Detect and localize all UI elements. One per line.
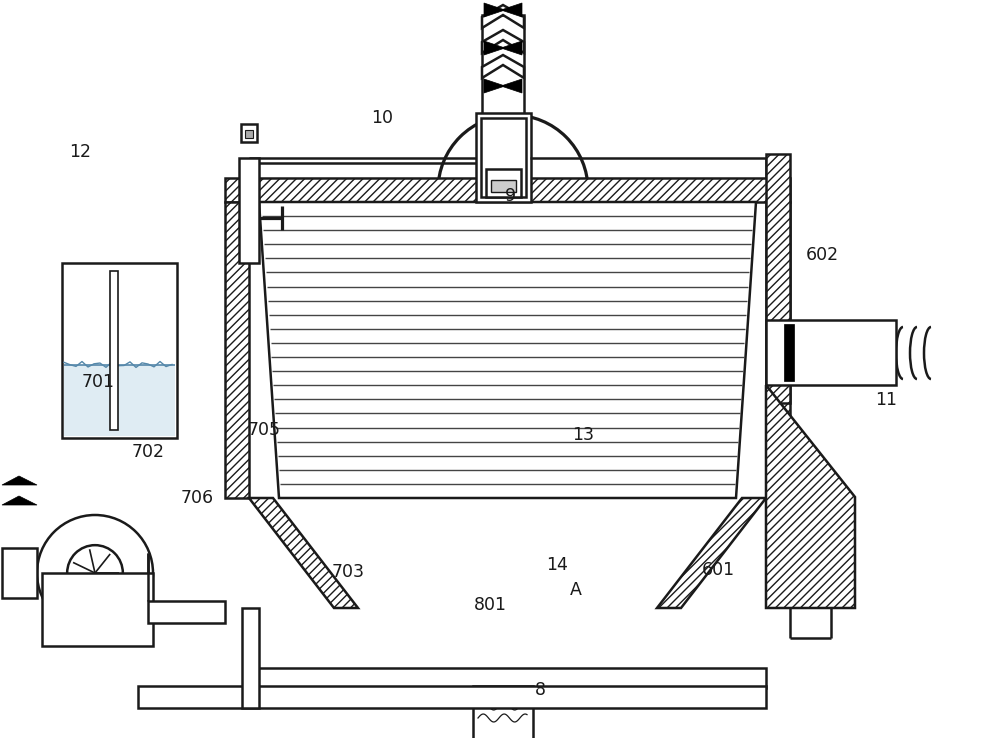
Polygon shape <box>484 3 505 17</box>
Polygon shape <box>2 476 37 485</box>
Bar <box>766 320 896 385</box>
Circle shape <box>37 515 153 631</box>
Text: A: A <box>570 581 582 599</box>
Bar <box>486 169 521 197</box>
Bar <box>42 573 153 646</box>
Bar <box>241 124 257 142</box>
Bar <box>476 113 531 202</box>
Bar <box>225 202 249 498</box>
Circle shape <box>238 207 260 229</box>
Bar <box>110 271 118 430</box>
Bar <box>138 686 766 708</box>
Circle shape <box>67 545 123 601</box>
Polygon shape <box>766 385 855 608</box>
Bar <box>473 686 533 738</box>
Polygon shape <box>259 202 756 498</box>
Bar <box>225 178 790 202</box>
Polygon shape <box>2 496 37 505</box>
Text: 801: 801 <box>474 596 507 614</box>
Polygon shape <box>501 41 522 55</box>
Polygon shape <box>484 41 505 55</box>
Text: 705: 705 <box>248 421 281 439</box>
Polygon shape <box>482 30 524 53</box>
Text: 703: 703 <box>332 563 365 581</box>
Bar <box>239 158 259 263</box>
Bar <box>2 548 37 598</box>
Polygon shape <box>657 498 766 608</box>
Text: 9: 9 <box>504 187 516 205</box>
Bar <box>62 263 177 438</box>
Bar <box>481 118 526 197</box>
Text: 702: 702 <box>132 443 165 461</box>
Text: 602: 602 <box>805 246 839 264</box>
Polygon shape <box>482 5 524 28</box>
Bar <box>64 365 175 436</box>
Polygon shape <box>249 498 358 608</box>
Bar <box>491 180 516 192</box>
Bar <box>766 154 790 403</box>
Text: 706: 706 <box>180 489 214 507</box>
Text: 12: 12 <box>69 143 91 161</box>
Polygon shape <box>501 3 522 17</box>
Bar <box>766 202 790 498</box>
Text: 14: 14 <box>546 556 568 574</box>
Text: 701: 701 <box>82 373 115 391</box>
Bar <box>249 668 766 688</box>
Polygon shape <box>501 79 522 93</box>
Text: 13: 13 <box>572 426 594 444</box>
Text: 10: 10 <box>371 109 393 127</box>
Bar <box>242 608 259 708</box>
Bar <box>148 601 225 623</box>
Polygon shape <box>482 55 524 78</box>
Text: 11: 11 <box>875 391 897 409</box>
Bar <box>245 130 253 138</box>
Bar <box>784 324 794 381</box>
Polygon shape <box>484 79 505 93</box>
Bar <box>482 15 524 118</box>
Text: 601: 601 <box>701 561 735 579</box>
Text: 8: 8 <box>534 681 546 699</box>
